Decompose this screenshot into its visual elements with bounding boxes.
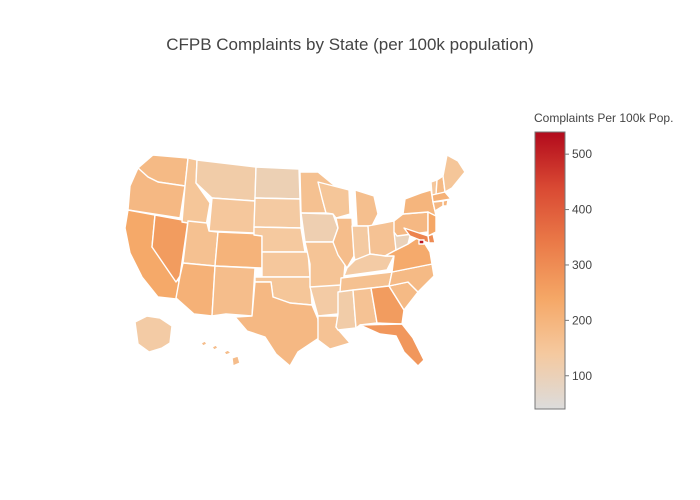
state-nj[interactable]: [427, 211, 437, 237]
colorbar-tick-label: 100: [572, 369, 592, 383]
state-ne[interactable]: [253, 226, 306, 253]
state-tx[interactable]: [234, 281, 320, 367]
state-sd[interactable]: [253, 197, 302, 229]
state-oh[interactable]: [367, 220, 397, 257]
colorbar-gradient: [534, 131, 566, 410]
colorbar-tick-label: 300: [572, 258, 592, 272]
state-dc[interactable]: [418, 239, 425, 245]
state-nm[interactable]: [211, 265, 256, 317]
state-wi[interactable]: [317, 181, 351, 219]
state-ga[interactable]: [370, 285, 405, 325]
colorbar-ticks: 100 200 300 400 500: [565, 147, 592, 383]
state-me[interactable]: [442, 154, 466, 193]
state-il[interactable]: [332, 217, 355, 269]
colorbar-title: Complaints Per 100k Pop.: [534, 111, 673, 125]
colorbar-tick-label: 500: [572, 147, 592, 161]
state-ct[interactable]: [432, 200, 444, 212]
state-ia[interactable]: [300, 212, 339, 243]
state-ri[interactable]: [442, 199, 449, 207]
colorbar-tick-label: 400: [572, 203, 592, 217]
state-mi[interactable]: [354, 189, 379, 227]
colorbar-tick-label: 200: [572, 313, 592, 327]
state-hi[interactable]: [200, 340, 241, 367]
state-co[interactable]: [214, 231, 263, 269]
colorbar: Complaints Per 100k Pop. 100 200 300 400 500: [534, 111, 673, 410]
state-nd[interactable]: [254, 166, 301, 200]
chart-title: CFPB Complaints by State (per 100k popul…: [166, 35, 534, 54]
state-wy[interactable]: [208, 197, 256, 234]
state-ny[interactable]: [402, 189, 437, 217]
state-fl[interactable]: [359, 323, 425, 367]
state-ks[interactable]: [261, 251, 311, 278]
state-az[interactable]: [175, 262, 216, 317]
state-or[interactable]: [127, 167, 186, 219]
state-al[interactable]: [352, 287, 378, 329]
us-map: [124, 154, 466, 367]
state-ak[interactable]: [134, 315, 173, 353]
state-ma[interactable]: [431, 191, 452, 203]
